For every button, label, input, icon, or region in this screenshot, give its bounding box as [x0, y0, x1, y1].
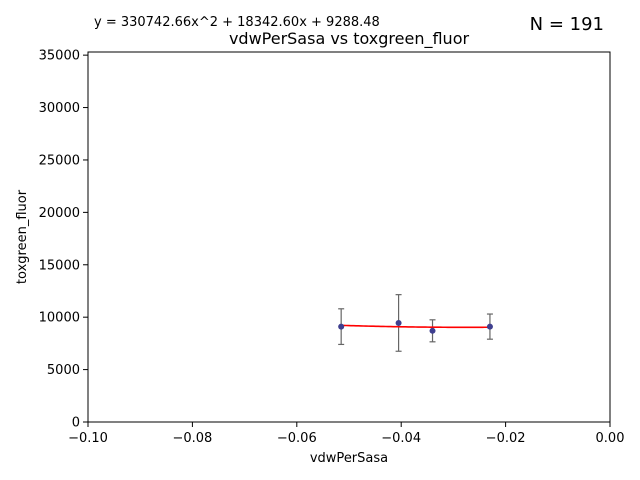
chart-title: vdwPerSasa vs toxgreen_fluor: [229, 29, 470, 49]
fit-curve: [341, 324, 490, 329]
plot-area: [338, 294, 493, 352]
y-tick-label: 5000: [47, 363, 80, 378]
y-tick-label: 30000: [39, 101, 80, 116]
y-tick-label: 15000: [39, 258, 80, 273]
fit-equation: y = 330742.66x^2 + 18342.60x + 9288.48: [94, 15, 380, 30]
data-point: [429, 327, 436, 334]
x-axis-label: vdwPerSasa: [310, 451, 388, 466]
data-point: [486, 323, 493, 330]
x-tick-label: −0.10: [68, 431, 108, 446]
x-tick-label: 0.00: [596, 431, 625, 446]
x-tick-label: −0.02: [486, 431, 526, 446]
y-tick-label: 0: [72, 416, 80, 431]
y-tick-label: 35000: [39, 49, 80, 64]
y-tick-label: 20000: [39, 206, 80, 221]
sample-count: N = 191: [530, 14, 604, 35]
y-tick-label: 25000: [39, 153, 80, 168]
axes-frame: [87, 51, 611, 423]
x-tick-label: −0.04: [381, 431, 421, 446]
data-point: [395, 319, 402, 326]
x-axis-ticks: −0.10 −0.08 −0.06 −0.04 −0.02 0.00: [68, 422, 624, 446]
x-tick-label: −0.08: [172, 431, 212, 446]
y-tick-label: 10000: [39, 311, 80, 326]
y-axis-label: toxgreen_fluor: [15, 189, 30, 284]
x-tick-label: −0.06: [277, 431, 317, 446]
y-axis-ticks: 0 5000 10000 15000 20000 25000 30000 35000: [39, 49, 88, 431]
data-point: [338, 323, 345, 330]
